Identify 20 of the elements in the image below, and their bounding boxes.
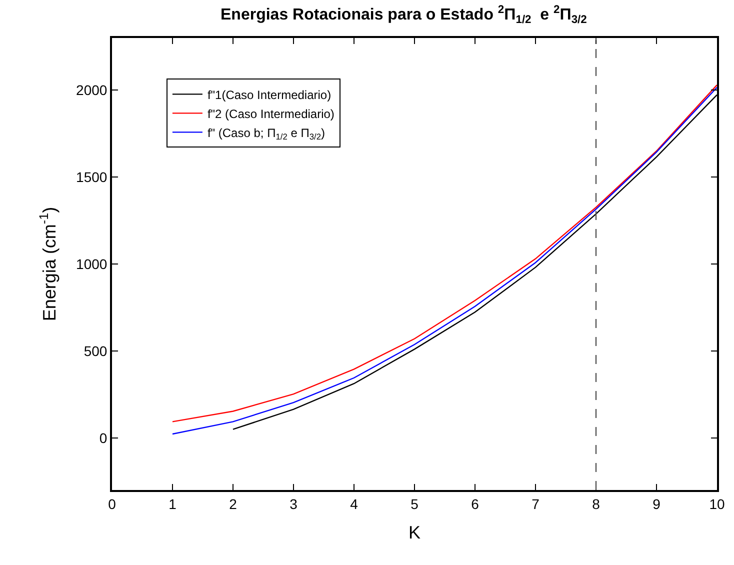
y-tick-label: 0 (99, 430, 108, 446)
y-tick-label: 1500 (76, 168, 108, 185)
x-tick-label: 8 (592, 496, 600, 512)
x-tick-label: 7 (532, 496, 540, 512)
legend-label: f"1(Caso Intermediario) (207, 88, 332, 102)
legend-label: f"2 (Caso Intermediario) (207, 106, 334, 121)
y-tick-label: 500 (84, 342, 108, 359)
x-tick-label: 5 (410, 496, 419, 512)
x-tick-label: 6 (471, 496, 480, 512)
x-tick-label: 3 (290, 496, 298, 512)
x-tick-label: 1 (168, 496, 177, 512)
x-tick-label: 10 (709, 496, 725, 512)
legend-label: f" (Caso b; Π$_{1/2}$ e Π$_{3/2}$) (207, 126, 326, 142)
x-tick-label: 9 (652, 496, 661, 512)
x-tick-label: 2 (229, 496, 238, 512)
chart-title: Energias Rotacionais para o Estado $^{2}$Π$_{1/2}$ e $^{2}$Π$_{3/2}$ (220, 4, 587, 26)
y-tick-label: 1000 (76, 256, 108, 272)
x-tick-label: 4 (350, 496, 358, 512)
y-tick-label: 2000 (76, 82, 108, 98)
x-axis-title: K (408, 522, 421, 542)
